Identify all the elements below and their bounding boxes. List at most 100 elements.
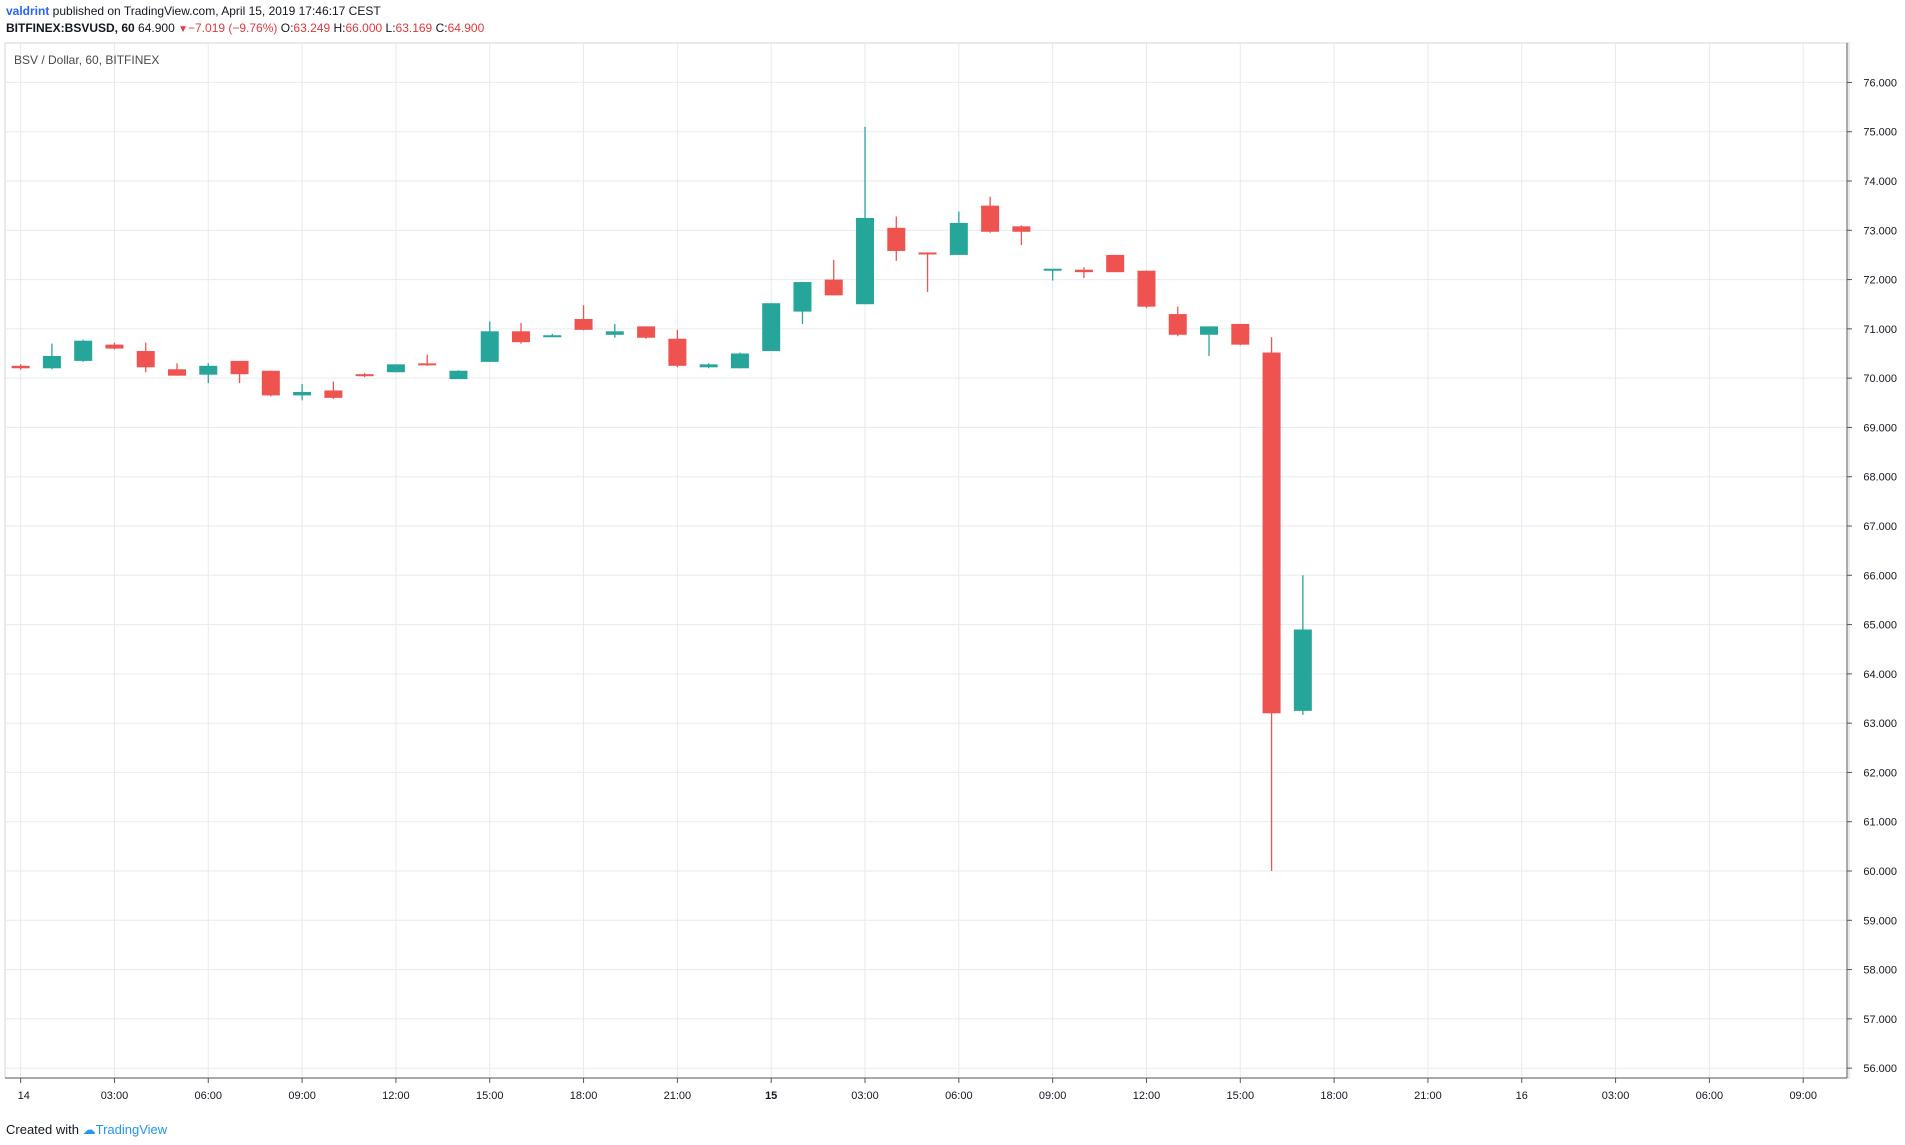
candle-down[interactable]: [1137, 270, 1156, 307]
candle-down[interactable]: [136, 351, 155, 368]
x-tick-label: 18:00: [1320, 1090, 1348, 1102]
x-tick-label: 15:00: [476, 1090, 504, 1102]
candle-up[interactable]: [949, 222, 968, 255]
y-tick-label: 64.000: [1863, 669, 1897, 681]
candle-down[interactable]: [512, 331, 531, 343]
y-tick-label: 60.000: [1863, 866, 1897, 878]
candle-down[interactable]: [1074, 269, 1093, 273]
y-tick-label: 56.000: [1863, 1063, 1897, 1075]
candle-up[interactable]: [1043, 268, 1062, 271]
candle-up[interactable]: [730, 353, 749, 369]
candle-down[interactable]: [168, 369, 187, 376]
y-tick-label: 62.000: [1863, 767, 1897, 779]
low-label: L:: [385, 21, 396, 35]
y-tick-label: 75.000: [1863, 127, 1897, 139]
tradingview-logo-icon[interactable]: ☁: [82, 1122, 96, 1137]
y-tick-label: 68.000: [1863, 472, 1897, 484]
candle-down[interactable]: [637, 326, 656, 338]
candle-up[interactable]: [74, 340, 93, 361]
candle-up[interactable]: [856, 217, 875, 305]
y-tick-label: 59.000: [1863, 915, 1897, 927]
candle-up[interactable]: [543, 335, 562, 338]
candle-down[interactable]: [324, 390, 343, 398]
ohlc-line: BITFINEX:BSVUSD, 60 64.900 ▼−7.019 (−9.7…: [6, 20, 484, 38]
footer: Created with ☁TradingView: [6, 1121, 167, 1139]
candle-down[interactable]: [105, 344, 124, 349]
y-tick-label: 72.000: [1863, 275, 1897, 287]
x-tick-label: 06:00: [195, 1090, 223, 1102]
x-tick-label: 18:00: [570, 1090, 598, 1102]
x-tick-label: 21:00: [1414, 1090, 1442, 1102]
candle-up[interactable]: [386, 364, 405, 373]
candle-up[interactable]: [1200, 326, 1219, 335]
candle-down[interactable]: [261, 370, 280, 396]
y-tick-label: 76.000: [1863, 77, 1897, 89]
close-label: C:: [435, 21, 448, 35]
created-with-label: Created with: [6, 1122, 79, 1137]
candle-up[interactable]: [1293, 629, 1312, 711]
x-tick-label: 09:00: [1039, 1090, 1067, 1102]
candle-up[interactable]: [449, 370, 468, 380]
candle-down[interactable]: [824, 279, 843, 296]
candle-up[interactable]: [762, 303, 781, 352]
high-label: H:: [333, 21, 346, 35]
grid-lines: [5, 43, 1847, 1078]
y-tick-label: 57.000: [1863, 1014, 1897, 1026]
candle-up[interactable]: [605, 331, 624, 335]
y-tick-label: 73.000: [1863, 225, 1897, 237]
candle-down[interactable]: [574, 319, 593, 330]
candle-down[interactable]: [355, 374, 374, 377]
x-tick-label: 12:00: [1133, 1090, 1161, 1102]
candle-up[interactable]: [199, 365, 218, 375]
candle-down[interactable]: [887, 227, 906, 251]
candle-down[interactable]: [230, 360, 249, 375]
open-value: 63.249: [293, 21, 331, 35]
x-tick-label: 09:00: [288, 1090, 316, 1102]
candle-down[interactable]: [918, 252, 937, 255]
y-tick-label: 71.000: [1863, 324, 1897, 336]
candle-down[interactable]: [1168, 314, 1187, 335]
candle-up[interactable]: [699, 364, 718, 368]
open-label: O:: [280, 21, 294, 35]
candle-down[interactable]: [981, 205, 1000, 232]
y-tick-label: 66.000: [1863, 570, 1897, 582]
x-tick-label: 09:00: [1789, 1090, 1817, 1102]
last-price: 64.900: [138, 21, 175, 35]
candle-down[interactable]: [1106, 254, 1125, 273]
x-tick-label: 06:00: [945, 1090, 973, 1102]
author-link[interactable]: valdrint: [6, 4, 50, 18]
publish-info: published on TradingView.com, April 15, …: [49, 4, 381, 18]
x-tick-label: 15: [765, 1090, 777, 1102]
price-change: −7.019 (−9.76%): [188, 21, 278, 35]
candle-up[interactable]: [42, 355, 61, 369]
candle-up[interactable]: [793, 282, 812, 312]
low-value: 63.169: [395, 21, 433, 35]
x-tick-label: 14: [18, 1090, 30, 1102]
candle-up[interactable]: [480, 331, 499, 362]
tradingview-brand-link[interactable]: TradingView: [95, 1122, 168, 1137]
x-axis[interactable]: 14 03:00 06:00 09:00 12:00 15:00 18:00 21:00 15 0…: [18, 1078, 1817, 1102]
y-tick-label: 65.000: [1863, 620, 1897, 632]
y-tick-label: 67.000: [1863, 521, 1897, 533]
candle-down[interactable]: [1262, 352, 1281, 714]
down-triangle-icon: ▼: [178, 24, 188, 35]
x-tick-label: 15:00: [1227, 1090, 1255, 1102]
y-tick-label: 58.000: [1863, 965, 1897, 977]
y-tick-label: 74.000: [1863, 176, 1897, 188]
x-tick-label: 03:00: [851, 1090, 879, 1102]
candle-down[interactable]: [1231, 323, 1250, 345]
chart-title: BSV / Dollar, 60, BITFINEX: [14, 53, 159, 67]
high-value: 66.000: [345, 21, 383, 35]
candle-down[interactable]: [11, 365, 30, 369]
candle-down[interactable]: [668, 338, 687, 366]
candles-group: [11, 126, 1312, 871]
y-tick-label: 61.000: [1863, 817, 1897, 829]
y-axis[interactable]: 56.000 57.000 58.000 59.000 60.000 61.000 62.0…: [1847, 77, 1897, 1075]
candle-down[interactable]: [418, 363, 437, 366]
candle-down[interactable]: [1012, 226, 1031, 232]
x-tick-label: 12:00: [382, 1090, 410, 1102]
candle-up[interactable]: [293, 391, 312, 396]
y-tick-label: 69.000: [1863, 422, 1897, 434]
publish-line: valdrint published on TradingView.com, A…: [6, 3, 484, 20]
